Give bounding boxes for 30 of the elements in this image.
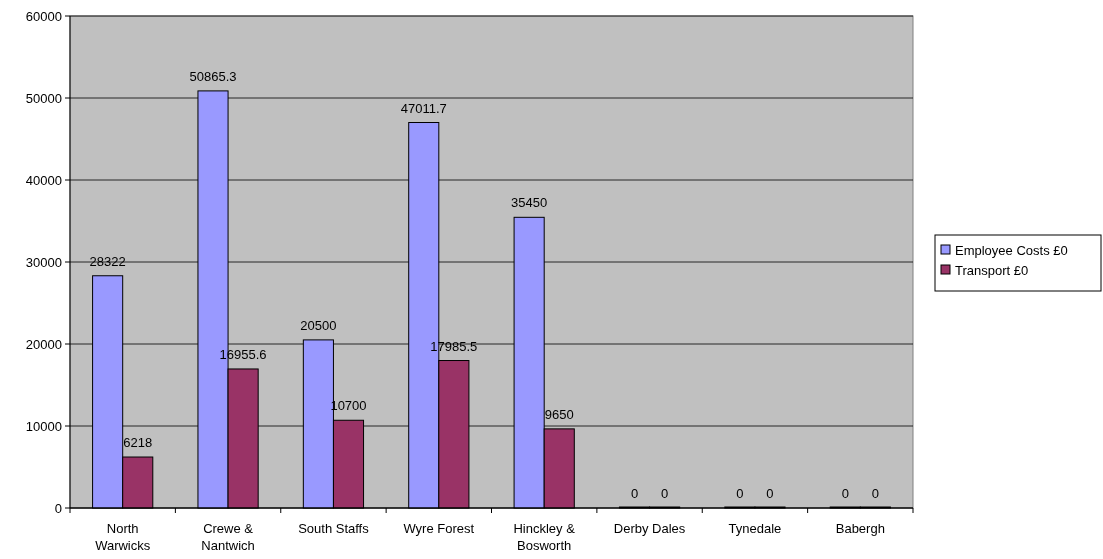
x-tick-label: South Staffs xyxy=(298,521,370,536)
y-tick-label: 20000 xyxy=(25,336,62,352)
data-label: 9650 xyxy=(544,406,574,422)
y-tick-label: 60000 xyxy=(25,8,62,24)
y-tick-label: 40000 xyxy=(25,172,62,188)
data-label: 47011.7 xyxy=(400,100,447,116)
data-label: 28322 xyxy=(89,253,126,269)
data-label: 50865.3 xyxy=(189,68,237,84)
x-tick-label: North Warwicks xyxy=(95,521,151,553)
data-label: 20500 xyxy=(300,317,337,333)
x-tick-label: Crewe & Nantwich xyxy=(201,521,255,553)
data-label: 0 xyxy=(630,486,639,501)
y-tick-label: 0 xyxy=(54,500,62,516)
data-label: 6218 xyxy=(123,435,153,451)
y-tick-label: 10000 xyxy=(25,418,62,434)
data-label: 0 xyxy=(736,486,744,501)
x-tick-label: Derby Dales xyxy=(613,521,686,536)
x-tick-label: Babergh xyxy=(835,521,885,536)
x-tick-label: Wyre Forest xyxy=(403,521,475,536)
data-label: 0 xyxy=(766,486,774,501)
data-label: 35450 xyxy=(511,195,548,211)
data-label: 0 xyxy=(841,486,849,501)
legend-label: Transport £0 xyxy=(955,262,1029,278)
x-tick-label: Tynedale xyxy=(728,521,782,536)
x-tick-label: Hinckley & Bosworth xyxy=(513,521,576,553)
y-tick-label: 30000 xyxy=(25,254,62,270)
legend-label: Employee Costs £0 xyxy=(955,242,1068,258)
y-tick-label: 50000 xyxy=(25,90,62,106)
data-label: 0 xyxy=(871,486,879,501)
data-label: 0 xyxy=(661,486,669,501)
